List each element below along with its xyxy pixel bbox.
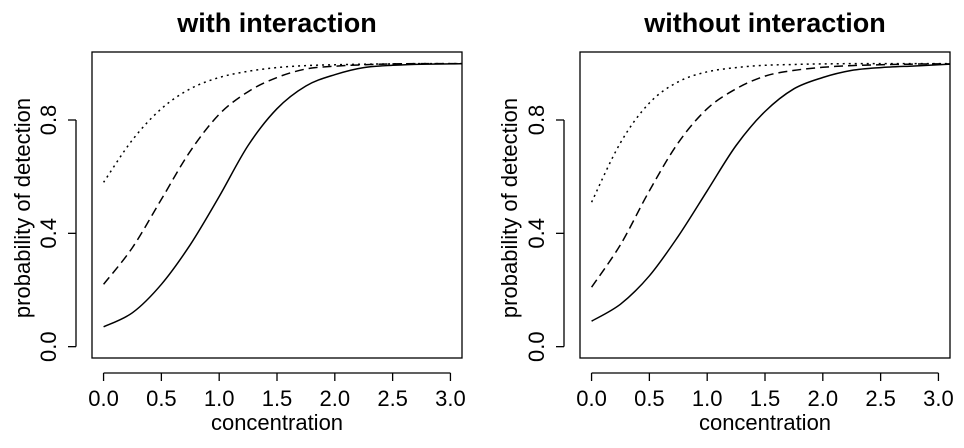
x-tick-label: 2.0 xyxy=(808,386,839,411)
x-tick-label: 1.5 xyxy=(262,386,293,411)
plot-frame xyxy=(91,51,463,359)
y-axis-label: probability of detection xyxy=(497,98,522,318)
series-line-dashed xyxy=(590,63,950,288)
x-axis-label: concentration xyxy=(211,410,343,435)
panel-title: with interaction xyxy=(176,8,377,38)
y-tick-label: 0.4 xyxy=(524,218,549,249)
series-line-solid xyxy=(103,62,463,328)
x-tick-label: 3.0 xyxy=(923,386,954,411)
y-tick-label: 0.8 xyxy=(36,105,61,136)
y-tick-label: 0.0 xyxy=(524,331,549,362)
x-tick-label: 0.0 xyxy=(576,386,607,411)
y-tick-label: 0.8 xyxy=(524,105,549,136)
panel-title: without interaction xyxy=(643,8,885,38)
y-tick-label: 0.0 xyxy=(36,331,61,362)
panel-with-interaction: with interaction concentration probabili… xyxy=(10,8,466,435)
series-line-dotted xyxy=(102,62,462,183)
y-tick-label: 0.4 xyxy=(36,218,61,249)
series-line-dashed xyxy=(103,62,462,285)
series-line-dotted xyxy=(590,62,950,203)
x-tick-label: 0.0 xyxy=(88,386,119,411)
x-tick-label: 2.5 xyxy=(865,386,896,411)
x-axis-label: concentration xyxy=(699,410,831,435)
x-tick-label: 0.5 xyxy=(634,386,665,411)
x-tick-label: 0.5 xyxy=(146,386,177,411)
plot-frame xyxy=(579,51,951,359)
y-axis-label: probability of detection xyxy=(10,98,35,318)
x-tick-label: 1.0 xyxy=(204,386,235,411)
x-tick-label: 2.5 xyxy=(377,386,408,411)
panel-without-interaction: without interaction concentration probab… xyxy=(497,8,954,435)
series-line-solid xyxy=(591,63,951,322)
x-tick-label: 1.5 xyxy=(750,386,781,411)
x-tick-label: 3.0 xyxy=(435,386,466,411)
x-tick-label: 1.0 xyxy=(692,386,723,411)
x-tick-label: 2.0 xyxy=(320,386,351,411)
